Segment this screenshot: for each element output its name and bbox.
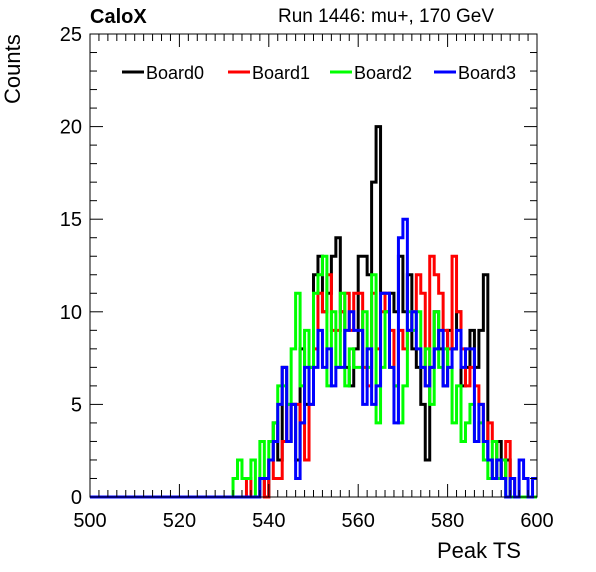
legend-label-board2: Board2 bbox=[354, 63, 412, 83]
experiment-label: CaloX bbox=[90, 6, 147, 28]
y-tick-label: 25 bbox=[60, 24, 82, 46]
y-tick-label: 5 bbox=[71, 394, 82, 416]
y-tick-label: 0 bbox=[71, 487, 82, 509]
x-tick-label: 600 bbox=[520, 510, 553, 532]
y-tick-label: 15 bbox=[60, 209, 82, 231]
run-description: Run 1446: mu+, 170 GeV bbox=[278, 6, 495, 27]
x-tick-label: 560 bbox=[342, 510, 375, 532]
series-layer bbox=[90, 125, 537, 499]
legend-label-board1: Board1 bbox=[252, 63, 310, 83]
plot-frame bbox=[89, 33, 538, 498]
y-tick-label: 20 bbox=[60, 117, 82, 139]
x-tick-label: 540 bbox=[252, 510, 285, 532]
y-tick-label: 10 bbox=[60, 302, 82, 324]
x-axis-label: Peak TS bbox=[437, 538, 521, 563]
legend-label-board3: Board3 bbox=[458, 63, 516, 83]
x-tick-label: 500 bbox=[73, 510, 106, 532]
axes-layer: 500 520 540 560 580 600 0 5 10 15 20 25 bbox=[60, 24, 554, 532]
x-tick-label: 520 bbox=[163, 510, 196, 532]
x-tick-label: 580 bbox=[431, 510, 464, 532]
legend: Board0 Board1 Board2 Board3 bbox=[122, 63, 516, 83]
y-axis-label: Counts bbox=[0, 34, 25, 104]
legend-label-board0: Board0 bbox=[146, 63, 204, 83]
